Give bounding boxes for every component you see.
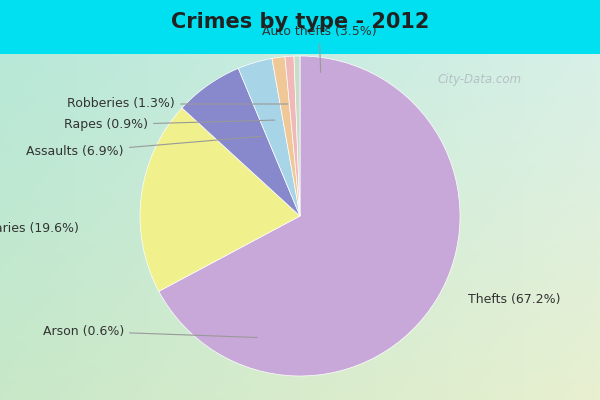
Wedge shape [285, 56, 300, 216]
Wedge shape [294, 56, 300, 216]
Text: Burglaries (19.6%): Burglaries (19.6%) [0, 222, 79, 235]
Wedge shape [159, 56, 460, 376]
Text: Crimes by type - 2012: Crimes by type - 2012 [171, 12, 429, 32]
Text: Assaults (6.9%): Assaults (6.9%) [26, 136, 262, 158]
Text: Rapes (0.9%): Rapes (0.9%) [64, 118, 275, 131]
Wedge shape [182, 68, 300, 216]
Text: Auto thefts (3.5%): Auto thefts (3.5%) [262, 26, 377, 72]
Wedge shape [272, 57, 300, 216]
Text: Thefts (67.2%): Thefts (67.2%) [468, 293, 560, 306]
Text: Robberies (1.3%): Robberies (1.3%) [67, 98, 287, 110]
Wedge shape [140, 108, 300, 291]
Wedge shape [238, 58, 300, 216]
Text: City-Data.com: City-Data.com [438, 74, 522, 86]
Text: Arson (0.6%): Arson (0.6%) [43, 325, 257, 338]
